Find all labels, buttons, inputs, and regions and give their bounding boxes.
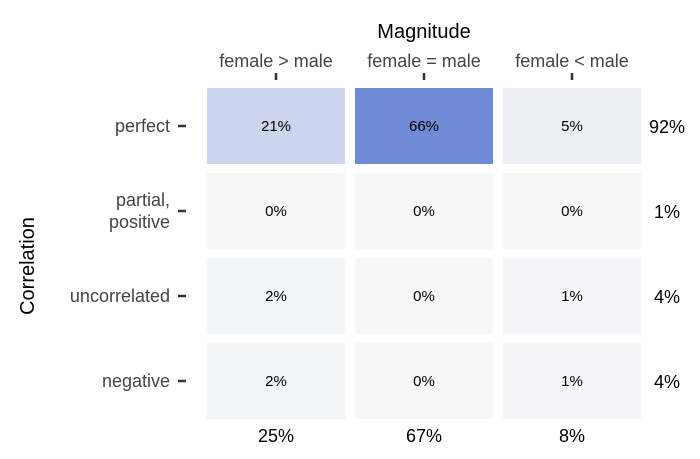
cell-value-label: 0% xyxy=(413,288,435,305)
cell-value-label: 2% xyxy=(265,373,287,390)
y-axis-title: Correlation xyxy=(17,217,39,315)
cell-value-label: 2% xyxy=(265,288,287,305)
heatmap-cell xyxy=(207,258,345,334)
cell-value-label: 0% xyxy=(413,203,435,220)
cell-value-label: 5% xyxy=(561,118,583,135)
heatmap-cell xyxy=(355,88,493,164)
row-total-label: 92% xyxy=(649,117,685,137)
heatmap-cell xyxy=(355,173,493,249)
x-tick-label: female > male xyxy=(219,51,333,71)
y-tick-label: partial, positive xyxy=(109,190,170,232)
y-tick-label: uncorrelated xyxy=(70,286,170,306)
heatmap-cell xyxy=(355,343,493,419)
heatmap-cell xyxy=(207,173,345,249)
cell-value-label: 21% xyxy=(261,118,291,135)
x-axis-title: Magnitude xyxy=(377,21,470,43)
x-tick-label: female < male xyxy=(515,51,629,71)
heatmap-cell xyxy=(207,343,345,419)
col-total-label: 8% xyxy=(559,426,585,446)
x-tick-label: female = male xyxy=(367,51,481,71)
y-tick-label: perfect xyxy=(115,116,170,136)
heatmap-cell xyxy=(503,258,641,334)
heatmap-cell xyxy=(503,173,641,249)
col-total-label: 25% xyxy=(258,426,294,446)
heatmap-cell xyxy=(355,258,493,334)
heatmap-marks: 21% 66% 5% 0% 0% 0% 2% 0% 1% 2% 0% 1% female > male f… xyxy=(70,51,685,446)
cell-value-label: 66% xyxy=(409,118,439,135)
y-tick-label: negative xyxy=(102,371,170,391)
col-total-label: 67% xyxy=(406,426,442,446)
heatmap-cell xyxy=(503,88,641,164)
cell-value-label: 0% xyxy=(413,373,435,390)
cell-value-label: 1% xyxy=(561,373,583,390)
heatmap-cell xyxy=(207,88,345,164)
row-total-label: 4% xyxy=(654,287,680,307)
cell-value-label: 0% xyxy=(265,203,287,220)
cell-value-label: 1% xyxy=(561,288,583,305)
heatmap-cell xyxy=(503,343,641,419)
cell-value-label: 0% xyxy=(561,203,583,220)
row-total-label: 4% xyxy=(654,372,680,392)
row-total-label: 1% xyxy=(654,202,680,222)
